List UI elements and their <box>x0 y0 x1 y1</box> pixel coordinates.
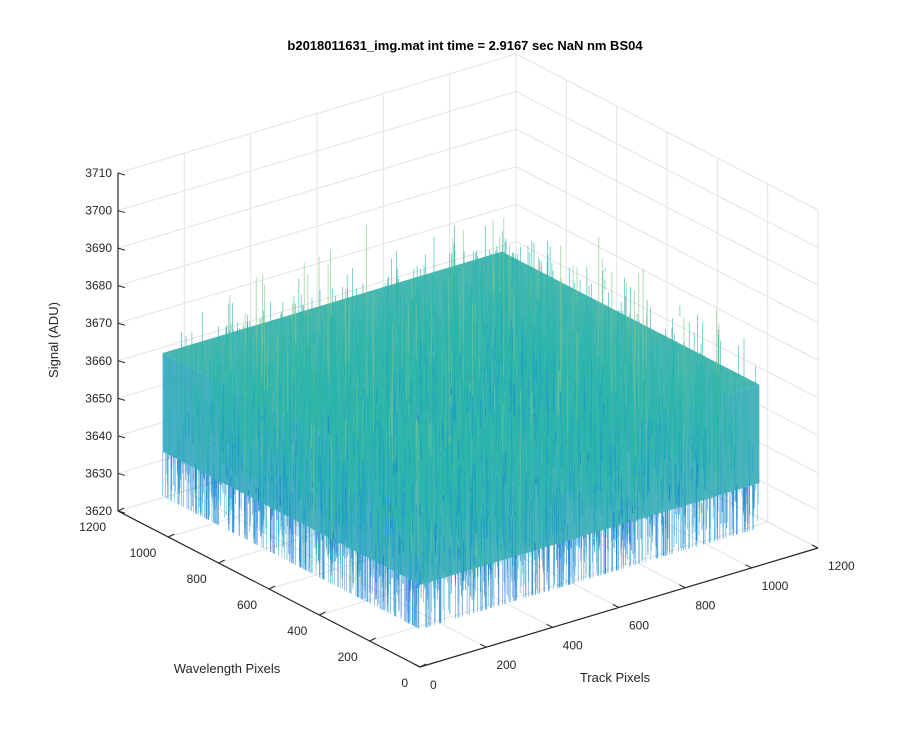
wall-y-grid-z-7 <box>117 128 517 249</box>
wall-x-grid-z-6 <box>515 166 819 324</box>
wall-x-grid-z-8 <box>515 91 819 248</box>
wall-y-grid-z-9 <box>117 53 517 174</box>
wall-x-grid-z-4 <box>515 241 819 399</box>
surface-layer <box>162 217 760 629</box>
wall-x-grid-z-5 <box>515 203 819 361</box>
wall-x-grid-z-7 <box>515 128 819 286</box>
wall-x-grid-z-9 <box>515 53 819 211</box>
wall-y-grid-z-6 <box>117 166 517 287</box>
wall-y-grid-z-5 <box>117 203 517 324</box>
wall-y-grid-z-8 <box>117 91 517 212</box>
